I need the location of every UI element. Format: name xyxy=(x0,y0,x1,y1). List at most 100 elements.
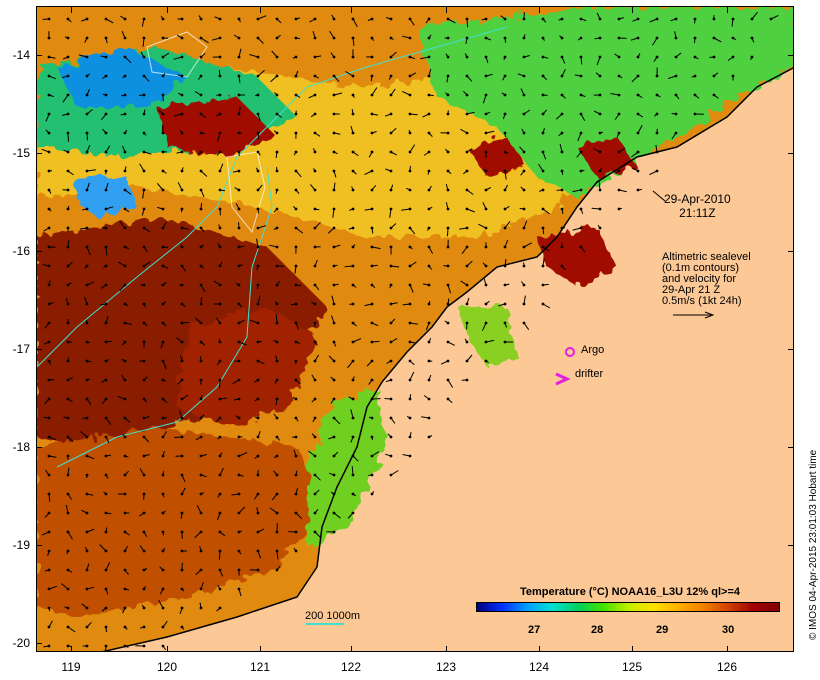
arrow-origin xyxy=(104,207,108,211)
arrow-origin xyxy=(332,207,336,211)
info-line: 0.5m/s (1kt 24h) xyxy=(662,295,742,307)
arrow-origin xyxy=(275,74,279,78)
arrow-origin xyxy=(218,302,222,306)
arrow-origin xyxy=(598,131,602,135)
velocity-arrow xyxy=(105,562,111,571)
arrow-origin xyxy=(218,416,222,420)
arrow-origin xyxy=(218,188,222,192)
arrow-origin xyxy=(465,302,469,306)
arrow-origin xyxy=(446,340,450,344)
arrow-origin xyxy=(522,150,526,154)
arrow-origin xyxy=(294,74,298,78)
arrow-origin xyxy=(256,435,260,439)
velocity-arrow xyxy=(67,626,76,633)
arrow-origin xyxy=(351,55,355,59)
arrow-origin xyxy=(199,549,203,553)
arrow-origin xyxy=(199,226,203,230)
velocity-arrow xyxy=(257,295,261,305)
arrow-origin xyxy=(370,74,374,78)
arrow-origin xyxy=(579,112,583,116)
arrow-origin xyxy=(522,169,526,173)
arrow-origin xyxy=(465,226,469,230)
arrow-origin xyxy=(484,226,488,230)
arrow-origin xyxy=(275,302,279,306)
arrow-origin xyxy=(85,245,89,249)
arrow-origin xyxy=(275,112,279,116)
arrow-origin xyxy=(275,340,279,344)
arrow-origin xyxy=(161,207,165,211)
warm-patch xyxy=(537,227,617,287)
arrow-origin xyxy=(237,321,241,325)
arrow-origin xyxy=(237,435,241,439)
arrow-origin xyxy=(522,283,526,287)
arrow-origin xyxy=(484,340,488,344)
arrow-origin xyxy=(256,207,260,211)
arrow-origin xyxy=(237,188,241,192)
arrow-origin xyxy=(123,587,127,591)
arrow-origin xyxy=(294,340,298,344)
velocity-arrow xyxy=(67,132,69,142)
arrow-origin xyxy=(617,169,621,173)
arrow-origin xyxy=(161,587,165,591)
arrow-origin xyxy=(389,302,393,306)
arrow-origin xyxy=(142,340,146,344)
arrow-origin xyxy=(408,397,412,401)
arrow-origin xyxy=(199,283,203,287)
arrow-origin xyxy=(161,568,165,572)
arrow-origin xyxy=(47,568,51,572)
arrow-origin xyxy=(351,74,355,78)
arrow-origin xyxy=(104,473,108,477)
arrow-origin xyxy=(332,492,336,496)
arrow-origin xyxy=(180,606,184,610)
velocity-arrow xyxy=(218,550,221,560)
arrow-origin xyxy=(693,93,697,97)
arrow-origin xyxy=(161,17,165,21)
arrow-origin xyxy=(351,473,355,477)
velocity-arrow xyxy=(389,208,392,218)
arrow-origin xyxy=(370,473,374,477)
arrow-origin xyxy=(237,359,241,363)
arrow-origin xyxy=(47,36,51,40)
arrow-origin xyxy=(693,112,697,116)
arrow-origin xyxy=(218,454,222,458)
arrow-origin xyxy=(180,587,184,591)
arrow-origin xyxy=(484,245,488,249)
arrow-origin xyxy=(237,74,241,78)
arrow-origin xyxy=(237,454,241,458)
arrow-origin xyxy=(313,188,317,192)
arrow-origin xyxy=(66,435,70,439)
arrow-origin xyxy=(446,150,450,154)
arrow-origin xyxy=(560,169,564,173)
arrow-origin xyxy=(389,169,393,173)
arrow-origin xyxy=(389,36,393,40)
tick-mark xyxy=(36,251,42,252)
warm-patch xyxy=(177,307,317,427)
arrow-origin xyxy=(313,55,317,59)
arrow-origin xyxy=(199,188,203,192)
arrow-origin xyxy=(104,359,108,363)
time-line: 21:11Z xyxy=(679,206,716,220)
arrow-origin xyxy=(408,321,412,325)
arrow-origin xyxy=(313,397,317,401)
arrow-origin xyxy=(465,36,469,40)
y-tick: -15 xyxy=(12,146,30,160)
arrow-origin xyxy=(180,359,184,363)
arrow-origin xyxy=(237,511,241,515)
tick-mark xyxy=(788,447,794,448)
arrow-origin xyxy=(522,74,526,78)
arrow-origin xyxy=(85,530,89,534)
tick-mark xyxy=(260,646,261,652)
arrow-origin xyxy=(655,74,659,78)
x-tick: 119 xyxy=(61,660,81,674)
arrow-origin xyxy=(465,131,469,135)
arrow-origin xyxy=(541,112,545,116)
arrow-origin xyxy=(275,283,279,287)
tick-mark xyxy=(351,646,352,652)
arrow-origin xyxy=(370,416,374,420)
arrow-origin xyxy=(66,131,70,135)
arrow-origin xyxy=(142,302,146,306)
velocity-arrow xyxy=(269,507,278,514)
arrow-origin xyxy=(731,17,735,21)
arrow-origin xyxy=(294,530,298,534)
arrow-origin xyxy=(332,435,336,439)
